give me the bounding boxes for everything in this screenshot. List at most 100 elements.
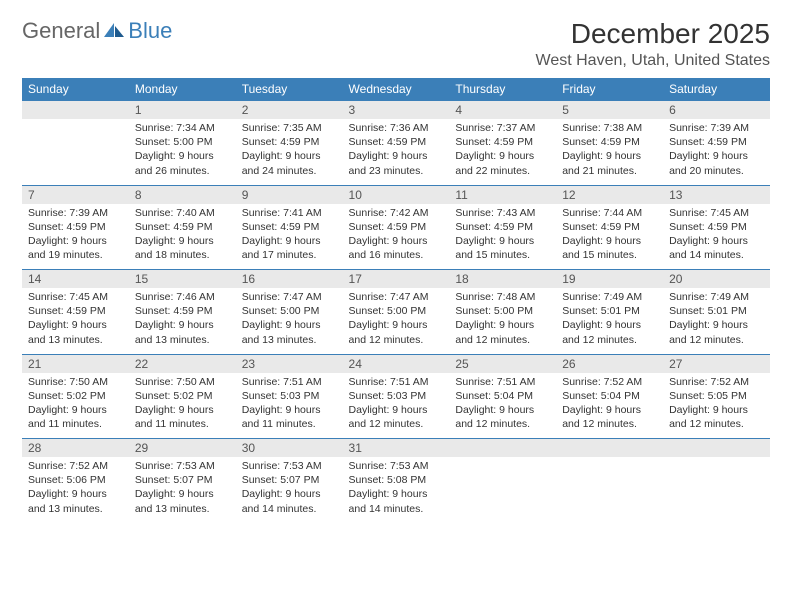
day-line: Sunset: 5:08 PM xyxy=(349,473,444,487)
weekday-header: Tuesday xyxy=(236,78,343,101)
day-line: Sunrise: 7:49 AM xyxy=(562,290,657,304)
day-line: Daylight: 9 hours xyxy=(669,403,764,417)
day-number: 26 xyxy=(556,354,663,373)
day-cell: Sunrise: 7:52 AMSunset: 5:06 PMDaylight:… xyxy=(22,457,129,523)
day-line: Sunrise: 7:41 AM xyxy=(242,206,337,220)
sail-icon xyxy=(104,23,126,39)
day-number: 7 xyxy=(22,185,129,204)
day-line: and 13 minutes. xyxy=(28,502,123,516)
day-number: 21 xyxy=(22,354,129,373)
day-number xyxy=(663,439,770,458)
day-line: Sunset: 4:59 PM xyxy=(242,220,337,234)
day-line: Sunset: 5:02 PM xyxy=(28,389,123,403)
day-cell: Sunrise: 7:37 AMSunset: 4:59 PMDaylight:… xyxy=(449,119,556,185)
day-line: Sunrise: 7:52 AM xyxy=(28,459,123,473)
day-cell: Sunrise: 7:53 AMSunset: 5:07 PMDaylight:… xyxy=(236,457,343,523)
day-number: 28 xyxy=(22,439,129,458)
day-cell: Sunrise: 7:38 AMSunset: 4:59 PMDaylight:… xyxy=(556,119,663,185)
day-cell: Sunrise: 7:49 AMSunset: 5:01 PMDaylight:… xyxy=(556,288,663,354)
day-line: Sunset: 4:59 PM xyxy=(135,304,230,318)
day-line: and 15 minutes. xyxy=(562,248,657,262)
weekday-header: Saturday xyxy=(663,78,770,101)
day-number: 2 xyxy=(236,101,343,120)
day-content-row: Sunrise: 7:45 AMSunset: 4:59 PMDaylight:… xyxy=(22,288,770,354)
day-line: Sunset: 4:59 PM xyxy=(562,135,657,149)
day-line: and 13 minutes. xyxy=(242,333,337,347)
day-line: Sunset: 5:06 PM xyxy=(28,473,123,487)
day-line: Sunset: 5:00 PM xyxy=(135,135,230,149)
day-cell: Sunrise: 7:36 AMSunset: 4:59 PMDaylight:… xyxy=(343,119,450,185)
day-number: 24 xyxy=(343,354,450,373)
day-line: Sunrise: 7:44 AM xyxy=(562,206,657,220)
day-number-row: 28293031 xyxy=(22,439,770,458)
day-line: and 15 minutes. xyxy=(455,248,550,262)
day-line: and 22 minutes. xyxy=(455,164,550,178)
day-line: Daylight: 9 hours xyxy=(242,487,337,501)
day-number-row: 14151617181920 xyxy=(22,270,770,289)
day-number: 29 xyxy=(129,439,236,458)
day-number: 11 xyxy=(449,185,556,204)
day-line: Sunset: 5:00 PM xyxy=(349,304,444,318)
day-line: Sunrise: 7:45 AM xyxy=(669,206,764,220)
day-cell: Sunrise: 7:50 AMSunset: 5:02 PMDaylight:… xyxy=(22,373,129,439)
day-line: Sunset: 5:04 PM xyxy=(455,389,550,403)
day-line: and 12 minutes. xyxy=(669,333,764,347)
day-cell: Sunrise: 7:35 AMSunset: 4:59 PMDaylight:… xyxy=(236,119,343,185)
day-line: and 14 minutes. xyxy=(242,502,337,516)
day-line: and 26 minutes. xyxy=(135,164,230,178)
day-line: Daylight: 9 hours xyxy=(455,234,550,248)
day-line: Sunrise: 7:36 AM xyxy=(349,121,444,135)
day-line: Daylight: 9 hours xyxy=(455,318,550,332)
day-content-row: Sunrise: 7:50 AMSunset: 5:02 PMDaylight:… xyxy=(22,373,770,439)
day-line: Daylight: 9 hours xyxy=(28,403,123,417)
day-line: Sunset: 5:00 PM xyxy=(242,304,337,318)
day-number: 5 xyxy=(556,101,663,120)
day-line: Sunset: 5:01 PM xyxy=(562,304,657,318)
day-number: 31 xyxy=(343,439,450,458)
day-line: Sunset: 4:59 PM xyxy=(455,220,550,234)
day-cell: Sunrise: 7:39 AMSunset: 4:59 PMDaylight:… xyxy=(663,119,770,185)
day-number: 27 xyxy=(663,354,770,373)
day-number: 3 xyxy=(343,101,450,120)
day-number: 8 xyxy=(129,185,236,204)
day-line: and 14 minutes. xyxy=(349,502,444,516)
weekday-header: Wednesday xyxy=(343,78,450,101)
day-line: Daylight: 9 hours xyxy=(135,403,230,417)
day-line: Sunrise: 7:49 AM xyxy=(669,290,764,304)
day-line: and 23 minutes. xyxy=(349,164,444,178)
day-line: Daylight: 9 hours xyxy=(669,149,764,163)
day-line: Sunrise: 7:38 AM xyxy=(562,121,657,135)
day-line: Sunset: 4:59 PM xyxy=(669,220,764,234)
weekday-header: Thursday xyxy=(449,78,556,101)
day-line: Sunrise: 7:48 AM xyxy=(455,290,550,304)
day-cell: Sunrise: 7:41 AMSunset: 4:59 PMDaylight:… xyxy=(236,204,343,270)
day-cell: Sunrise: 7:47 AMSunset: 5:00 PMDaylight:… xyxy=(343,288,450,354)
day-line: and 17 minutes. xyxy=(242,248,337,262)
day-line: Daylight: 9 hours xyxy=(455,403,550,417)
day-cell: Sunrise: 7:52 AMSunset: 5:05 PMDaylight:… xyxy=(663,373,770,439)
day-line: and 12 minutes. xyxy=(562,417,657,431)
day-line: Sunset: 5:00 PM xyxy=(455,304,550,318)
day-cell: Sunrise: 7:40 AMSunset: 4:59 PMDaylight:… xyxy=(129,204,236,270)
month-title: December 2025 xyxy=(536,18,770,50)
day-line: Daylight: 9 hours xyxy=(135,234,230,248)
day-number: 19 xyxy=(556,270,663,289)
day-line: Daylight: 9 hours xyxy=(135,487,230,501)
day-cell: Sunrise: 7:50 AMSunset: 5:02 PMDaylight:… xyxy=(129,373,236,439)
day-line: and 19 minutes. xyxy=(28,248,123,262)
day-number: 1 xyxy=(129,101,236,120)
day-line: and 12 minutes. xyxy=(669,417,764,431)
day-line: Sunrise: 7:37 AM xyxy=(455,121,550,135)
day-line: Daylight: 9 hours xyxy=(349,403,444,417)
day-line: Sunrise: 7:35 AM xyxy=(242,121,337,135)
day-number: 13 xyxy=(663,185,770,204)
day-cell: Sunrise: 7:49 AMSunset: 5:01 PMDaylight:… xyxy=(663,288,770,354)
day-line: and 16 minutes. xyxy=(349,248,444,262)
day-line: Daylight: 9 hours xyxy=(669,234,764,248)
day-line: Sunset: 5:04 PM xyxy=(562,389,657,403)
day-line: Sunset: 4:59 PM xyxy=(28,220,123,234)
day-number: 16 xyxy=(236,270,343,289)
day-line: and 12 minutes. xyxy=(455,333,550,347)
day-line: Sunrise: 7:52 AM xyxy=(669,375,764,389)
day-line: Sunrise: 7:53 AM xyxy=(135,459,230,473)
